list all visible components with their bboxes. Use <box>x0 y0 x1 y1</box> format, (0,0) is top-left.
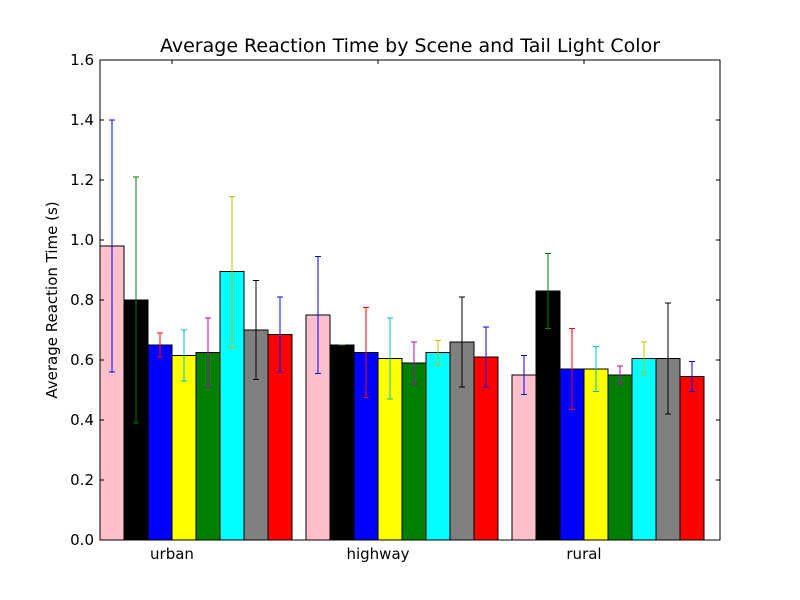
y-tick-label: 0.2 <box>70 471 94 489</box>
error-bar-rural-3 <box>593 346 599 392</box>
bar-highway-4 <box>401 362 427 541</box>
x-tick-label-rural: rural <box>566 545 601 563</box>
y-tick-label: 1.4 <box>70 111 94 129</box>
error-bar-rural-0 <box>521 355 527 395</box>
bar-rural-0 <box>511 374 537 541</box>
bar-highway-1 <box>329 344 355 541</box>
bar-urban-3 <box>171 355 197 541</box>
error-bar-rural-1 <box>545 253 551 329</box>
error-bar-urban-3 <box>181 329 187 382</box>
x-tick-label-highway: highway <box>346 545 409 563</box>
bar-rural-5 <box>631 358 657 541</box>
bar-highway-5 <box>425 352 451 541</box>
chart-title: Average Reaction Time by Scene and Tail … <box>160 35 660 57</box>
bar-rural-4 <box>607 374 633 541</box>
error-bar-highway-7 <box>483 326 489 388</box>
x-tick-label-urban: urban <box>150 545 194 563</box>
error-bar-highway-3 <box>387 317 393 400</box>
error-bars-layer <box>109 119 695 424</box>
y-tick-label: 0.6 <box>70 351 94 369</box>
bar-rural-7 <box>679 376 705 541</box>
x-axis: urban highway rural <box>150 60 602 563</box>
error-bar-urban-1 <box>133 176 139 424</box>
error-bar-urban-7 <box>277 296 283 373</box>
y-tick-label: 0.8 <box>70 291 94 309</box>
error-bar-rural-7 <box>689 361 695 392</box>
y-axis-label: Average Reaction Time (s) <box>43 201 61 398</box>
y-tick-label: 0.0 <box>70 531 94 549</box>
error-bar-rural-4 <box>617 365 623 385</box>
y-tick-label: 1.2 <box>70 171 94 189</box>
error-bar-urban-0 <box>109 119 115 373</box>
error-bar-highway-4 <box>411 341 417 385</box>
error-bar-urban-2 <box>157 332 163 358</box>
bar-rural-1 <box>535 290 561 541</box>
error-bar-urban-4 <box>205 317 211 388</box>
y-tick-label: 1.0 <box>70 231 94 249</box>
error-bar-highway-0 <box>315 256 321 374</box>
error-bar-highway-6 <box>459 296 465 388</box>
error-bar-highway-2 <box>363 307 369 398</box>
error-bar-urban-5 <box>229 196 235 347</box>
error-bar-rural-6 <box>665 302 671 415</box>
bars-layer <box>99 245 705 541</box>
y-axis: 0.0 0.2 0.4 0.6 0.8 1.0 1.2 1.4 1.6 <box>70 51 720 549</box>
error-bar-urban-6 <box>253 280 259 380</box>
error-bar-rural-2 <box>569 328 575 410</box>
y-tick-label: 1.6 <box>70 51 94 69</box>
bar-rural-3 <box>583 368 609 541</box>
error-bar-rural-5 <box>641 341 647 376</box>
bar-urban-2 <box>147 344 173 541</box>
error-bar-highway-5 <box>435 340 441 365</box>
y-tick-label: 0.4 <box>70 411 94 429</box>
